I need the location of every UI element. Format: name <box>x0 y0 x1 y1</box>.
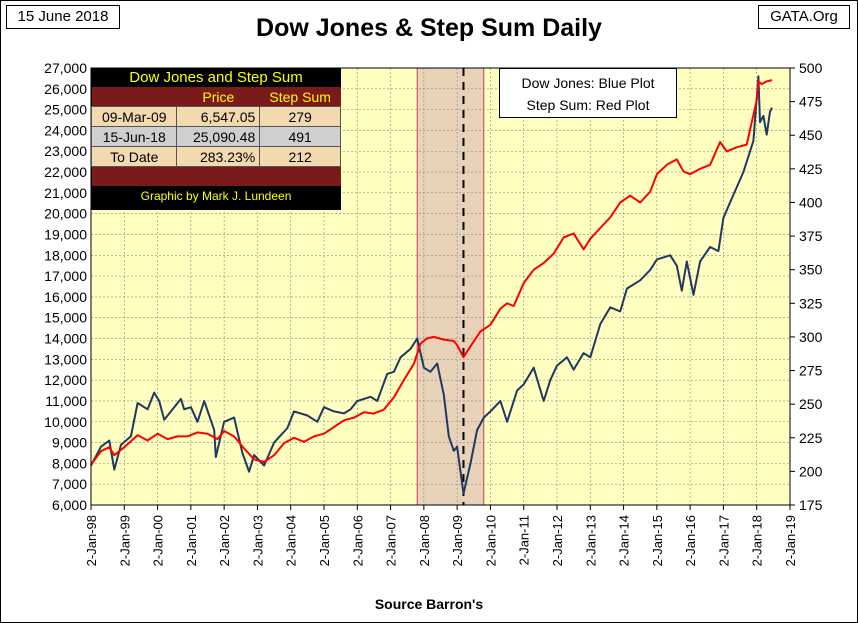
y-right-tick-label: 250 <box>799 396 823 412</box>
source-tag: GATA.Org <box>758 5 850 29</box>
x-tick-label: 2-Jan-03 <box>250 515 265 566</box>
stats-header-blank <box>91 87 177 107</box>
x-tick-label: 2-Jan-05 <box>317 515 332 566</box>
stats-row-price: 283.23% <box>176 146 261 167</box>
stats-row-label: 09-Mar-09 <box>90 106 178 127</box>
x-tick-label: 2-Jan-14 <box>617 515 632 566</box>
y-left-tick-label: 9,000 <box>52 435 87 451</box>
y-right-tick-label: 400 <box>799 194 823 210</box>
stats-row-label: 15-Jun-18 <box>90 126 178 147</box>
y-right-tick-label: 275 <box>799 363 823 379</box>
series-dow-line <box>90 75 773 495</box>
y-left-tick-label: 23,000 <box>44 143 87 159</box>
legend-step: Step Sum: Red Plot <box>526 97 650 113</box>
stats-header-step: Step Sum <box>259 87 341 107</box>
y-right-tick-label: 500 <box>799 60 823 76</box>
y-left-tick-label: 27,000 <box>44 60 87 76</box>
x-tick-label: 2-Jan-99 <box>117 515 132 566</box>
y-left-tick-label: 22,000 <box>44 164 87 180</box>
y-left-tick-label: 7,000 <box>52 476 87 492</box>
y-left-tick-label: 21,000 <box>44 185 87 201</box>
stats-header-price: Price <box>176 87 260 107</box>
y-left-tick-label: 19,000 <box>44 226 87 242</box>
stats-row-step: 212 <box>259 146 341 167</box>
y-left-tick-label: 20,000 <box>44 206 87 222</box>
stats-credit: Graphic by Mark J. Lundeen <box>140 188 292 203</box>
stats-row-label: To Date <box>90 146 178 167</box>
stats-table: Dow Jones and Step Sum Price Step Sum 09… <box>90 68 341 210</box>
x-axis-label: Source Barron's <box>374 596 484 612</box>
x-tick-label: 2-Jan-12 <box>550 515 565 566</box>
x-tick-label: 2-Jan-01 <box>184 515 199 566</box>
y-left-tick-label: 15,000 <box>44 310 87 326</box>
y-right-tick-label: 475 <box>799 94 823 110</box>
x-tick-label: 2-Jan-19 <box>783 515 798 566</box>
x-tick-label: 2-Jan-09 <box>450 515 465 566</box>
y-right-tick-label: 325 <box>799 295 823 311</box>
y-left-tick-label: 17,000 <box>44 268 87 284</box>
x-tick-label: 2-Jan-04 <box>284 515 299 566</box>
y-right-tick-label: 425 <box>799 161 823 177</box>
y-right-tick-label: 375 <box>799 228 823 244</box>
x-tick-label: 2-Jan-10 <box>483 515 498 566</box>
stats-row-price: 25,090.48 <box>176 126 261 147</box>
y-left-tick-label: 16,000 <box>44 289 87 305</box>
stats-spacer <box>91 166 341 186</box>
stats-row-step: 491 <box>259 126 341 147</box>
x-tick-label: 2-Jan-15 <box>650 515 665 566</box>
y-left-tick-label: 12,000 <box>44 372 87 388</box>
date-label: 15 June 2018 <box>6 5 120 29</box>
legend-dow: Dow Jones: Blue Plot <box>521 75 655 91</box>
x-tick-label: 2-Jan-06 <box>350 515 365 566</box>
y-left-tick-label: 13,000 <box>44 351 87 367</box>
stats-row-step: 279 <box>259 106 341 127</box>
y-left-tick-label: 6,000 <box>52 497 87 513</box>
y-left-tick-label: 24,000 <box>44 122 87 138</box>
plot-border <box>90 67 791 506</box>
series-step-line <box>90 79 773 466</box>
x-tick-label: 2-Jan-17 <box>716 515 731 566</box>
y-left-tick-label: 11,000 <box>45 393 87 409</box>
stats-row: To Date 283.23% 212 <box>90 146 341 167</box>
y-right-tick-label: 350 <box>799 262 823 278</box>
x-tick-label: 2-Jan-11 <box>517 515 532 565</box>
y-right-tick-label: 175 <box>799 497 823 513</box>
y-right-tick-label: 200 <box>799 463 823 479</box>
x-tick-label: 2-Jan-08 <box>417 515 432 566</box>
x-tick-label: 2-Jan-98 <box>84 515 99 566</box>
y-left-tick-label: 26,000 <box>44 81 87 97</box>
x-tick-label: 2-Jan-07 <box>384 515 399 566</box>
stats-title: Dow Jones and Step Sum <box>129 69 303 86</box>
x-tick-label: 2-Jan-16 <box>683 515 698 566</box>
x-tick-label: 2-Jan-02 <box>217 515 232 566</box>
y-right-tick-label: 300 <box>799 329 823 345</box>
y-left-tick-label: 18,000 <box>44 247 87 263</box>
stats-row-price: 6,547.05 <box>176 106 261 127</box>
legend-box: Dow Jones: Blue Plot Step Sum: Red Plot <box>499 68 677 118</box>
y-left-tick-label: 25,000 <box>44 102 87 118</box>
x-tick-label: 2-Jan-13 <box>583 515 598 566</box>
y-left-tick-label: 10,000 <box>44 414 87 430</box>
y-right-tick-label: 225 <box>799 430 823 446</box>
stats-row: 09-Mar-09 6,547.05 279 <box>90 106 341 127</box>
stats-row: 15-Jun-18 25,090.48 491 <box>90 126 341 147</box>
y-left-tick-label: 8,000 <box>52 455 87 471</box>
x-tick-label: 2-Jan-00 <box>151 515 166 566</box>
chart-title: Dow Jones & Step Sum Daily <box>256 14 602 42</box>
y-left-tick-label: 14,000 <box>44 331 87 347</box>
x-tick-label: 2-Jan-18 <box>750 515 765 566</box>
y-right-tick-label: 450 <box>799 127 823 143</box>
